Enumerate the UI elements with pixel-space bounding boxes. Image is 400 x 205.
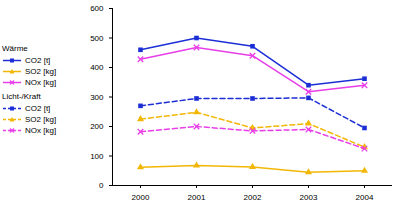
svg-text:400: 400 — [90, 63, 104, 72]
html-text:Wärme: Wärme — [2, 44, 28, 53]
html-text:NOx [kg]: NOx [kg] — [25, 126, 57, 135]
html-text:NOx [kg]: NOx [kg] — [25, 78, 57, 87]
html-text:CO2 [t]: CO2 [t] — [25, 104, 51, 113]
svg-text:2001: 2001 — [188, 193, 206, 202]
html-text:Licht-/Kraft: Licht-/Kraft — [2, 92, 41, 101]
html-text:CO2 [t]: CO2 [t] — [25, 56, 51, 65]
svg-text:2000: 2000 — [132, 193, 150, 202]
svg-text:2004: 2004 — [356, 193, 374, 202]
html-text:SO2 [kg]: SO2 [kg] — [25, 115, 57, 124]
svg-text:0: 0 — [99, 181, 104, 190]
svg-text:600: 600 — [90, 4, 104, 13]
html-text:SO2 [kg]: SO2 [kg] — [25, 67, 57, 76]
svg-text:500: 500 — [90, 34, 104, 43]
svg-text:2002: 2002 — [244, 193, 262, 202]
svg-text:300: 300 — [90, 93, 104, 102]
svg-text:100: 100 — [90, 152, 104, 161]
svg-text:2003: 2003 — [300, 193, 318, 202]
svg-text:200: 200 — [90, 122, 104, 131]
